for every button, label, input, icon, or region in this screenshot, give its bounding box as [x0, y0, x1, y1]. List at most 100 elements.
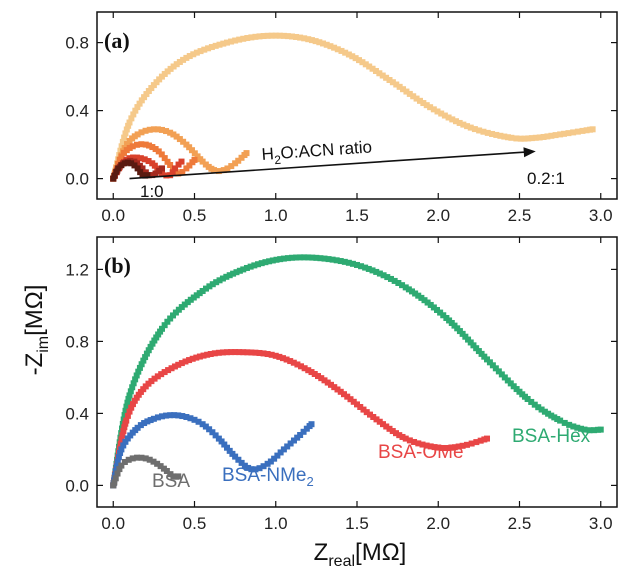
data-point [112, 475, 119, 482]
data-point [252, 33, 259, 40]
data-point [126, 144, 133, 151]
data-point [264, 460, 271, 467]
data-point [376, 270, 383, 277]
data-point [437, 309, 444, 316]
panel-a-x-tick-label: 3.0 [589, 206, 613, 225]
data-point [143, 91, 150, 98]
data-point [236, 349, 243, 356]
data-point [384, 274, 391, 281]
data-point [232, 349, 239, 356]
data-point [191, 150, 198, 157]
data-point [439, 444, 446, 451]
data-point [161, 322, 168, 329]
data-point [541, 408, 548, 415]
data-point [597, 426, 604, 433]
data-point [118, 162, 125, 169]
data-point [159, 165, 165, 172]
data-point [191, 416, 198, 423]
data-point [145, 158, 152, 165]
data-point [321, 255, 328, 262]
data-point [280, 255, 287, 262]
data-point [119, 138, 126, 145]
data-point [383, 74, 390, 81]
data-point [163, 412, 170, 419]
data-point [369, 267, 376, 274]
data-point [297, 432, 304, 438]
data-point [154, 373, 161, 380]
panel-b-x-tick-label: 2.5 [508, 514, 532, 533]
data-point [240, 35, 247, 42]
data-point [215, 168, 222, 175]
data-point [548, 412, 555, 419]
data-point [476, 127, 483, 134]
data-point [138, 454, 145, 461]
data-point [557, 417, 564, 424]
data-point [142, 141, 149, 148]
data-point [338, 47, 345, 54]
data-point [362, 61, 369, 68]
data-point [149, 144, 156, 151]
data-point [228, 38, 235, 45]
data-point [247, 263, 254, 270]
data-point [365, 265, 372, 272]
data-point [350, 398, 357, 405]
data-point [212, 432, 219, 439]
data-point [199, 421, 206, 428]
data-point [252, 466, 259, 473]
data-point [159, 325, 165, 332]
data-point [191, 156, 198, 163]
data-point [224, 39, 230, 46]
data-point [202, 423, 209, 430]
data-point [136, 364, 143, 371]
data-point [277, 256, 284, 263]
panel-b-y-tick-label: 0.8 [65, 332, 89, 351]
data-point [440, 312, 447, 319]
data-point [362, 264, 369, 271]
data-point [344, 393, 351, 400]
data-point [290, 359, 297, 366]
data-point [290, 437, 297, 444]
data-point [318, 375, 325, 382]
panel-b-x-tick-label: 1.0 [264, 514, 288, 533]
data-point [419, 441, 426, 448]
data-point [324, 379, 331, 386]
data-point [137, 422, 144, 429]
data-point [308, 421, 315, 428]
panel-b-y-tick-label: 0.0 [65, 476, 89, 495]
data-point [406, 90, 413, 97]
data-point [118, 153, 125, 160]
data-point [127, 388, 134, 395]
data-point [434, 108, 441, 115]
data-point [146, 126, 153, 133]
data-point [376, 418, 383, 425]
data-point [150, 126, 157, 133]
panel-b-x-tick-label: 0.5 [183, 514, 207, 533]
panel-a-series-curve-5 [110, 159, 151, 182]
data-point [578, 425, 585, 432]
data-point [129, 143, 136, 150]
data-point [298, 363, 305, 370]
panel-a-y-tick-label: 0.8 [65, 34, 89, 53]
data-point [154, 126, 161, 133]
data-point [146, 142, 153, 149]
panel-a-x-tick-label: 2.5 [508, 206, 532, 225]
data-point [399, 282, 406, 289]
data-point [294, 361, 301, 368]
data-point [272, 352, 279, 359]
data-point [477, 437, 484, 444]
data-point [154, 460, 161, 467]
data-point [438, 110, 445, 117]
data-point [130, 154, 137, 161]
data-point [570, 423, 577, 430]
data-point [321, 377, 328, 384]
data-point [122, 407, 129, 414]
data-point [409, 288, 415, 295]
data-point [544, 133, 551, 140]
data-point [427, 443, 434, 450]
data-point [122, 420, 129, 427]
data-point [206, 283, 213, 290]
data-point [235, 456, 242, 463]
data-point [159, 413, 165, 420]
data-point [175, 412, 182, 419]
data-point [142, 455, 149, 462]
